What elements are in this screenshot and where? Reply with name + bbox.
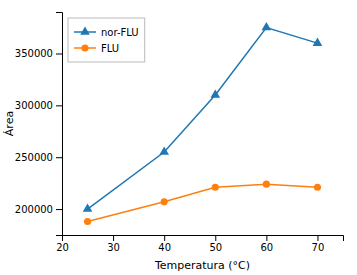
legend: nor-FLU FLU — [68, 18, 145, 62]
tick-mark — [113, 235, 114, 241]
series-line — [88, 184, 318, 221]
tick-label: 300000 — [15, 100, 53, 111]
tick: 350000 — [15, 48, 62, 59]
point — [263, 181, 270, 188]
legend-frame — [68, 18, 145, 62]
tick: 70 — [312, 235, 325, 253]
point — [210, 89, 220, 97]
legend-label: nor-FLU — [101, 27, 139, 38]
tick-label: 250000 — [15, 152, 53, 163]
x-axis-title: Temperatura (°C) — [154, 259, 250, 272]
y-axis-title: Área — [3, 111, 16, 136]
tick-label: 70 — [312, 242, 325, 253]
tick-label: 20 — [56, 242, 69, 253]
point — [212, 184, 219, 191]
x-axis: 20 30 40 50 60 70 — [56, 235, 343, 253]
tick: 60 — [260, 235, 273, 253]
legend-marker — [80, 26, 90, 34]
point — [84, 218, 91, 225]
tick-label: 60 — [260, 242, 273, 253]
axis-line — [56, 13, 63, 236]
tick-mark — [215, 235, 216, 241]
tick-mark — [56, 53, 62, 54]
tick: 20 — [56, 235, 69, 253]
y-axis: 200000 250000 300000 350000 — [15, 13, 63, 236]
tick: 50 — [209, 235, 222, 253]
legend-item: FLU — [74, 43, 119, 54]
tick: 300000 — [15, 100, 62, 111]
tick: 40 — [158, 235, 171, 253]
tick-mark — [266, 235, 267, 241]
marks — [83, 22, 323, 225]
tick-label: 40 — [158, 242, 171, 253]
tick-label: 200000 — [15, 204, 53, 215]
point — [161, 198, 168, 205]
tick-label: 50 — [209, 242, 222, 253]
legend-item: nor-FLU — [74, 26, 139, 37]
tick: 200000 — [15, 204, 62, 215]
axis-line — [63, 236, 344, 242]
point — [313, 38, 323, 46]
point — [314, 184, 321, 191]
plot-area: 20 30 40 50 60 70 200000 250000 300000 350000 nor-… — [15, 13, 344, 254]
tick-mark — [56, 105, 62, 106]
legend-label: FLU — [101, 43, 119, 54]
tick: 30 — [107, 235, 120, 253]
tick: 250000 — [15, 152, 62, 163]
tick-label: 30 — [107, 242, 120, 253]
point — [83, 204, 93, 212]
point — [159, 146, 169, 154]
legend-marker — [81, 44, 88, 51]
tick-mark — [317, 235, 318, 241]
tick-label: 350000 — [15, 48, 53, 59]
point — [262, 22, 272, 30]
chart: 20 30 40 50 60 70 200000 250000 300000 350000 nor-… — [0, 0, 357, 275]
tick-mark — [56, 209, 62, 210]
tick-mark — [164, 235, 165, 241]
tick-mark — [56, 157, 62, 158]
